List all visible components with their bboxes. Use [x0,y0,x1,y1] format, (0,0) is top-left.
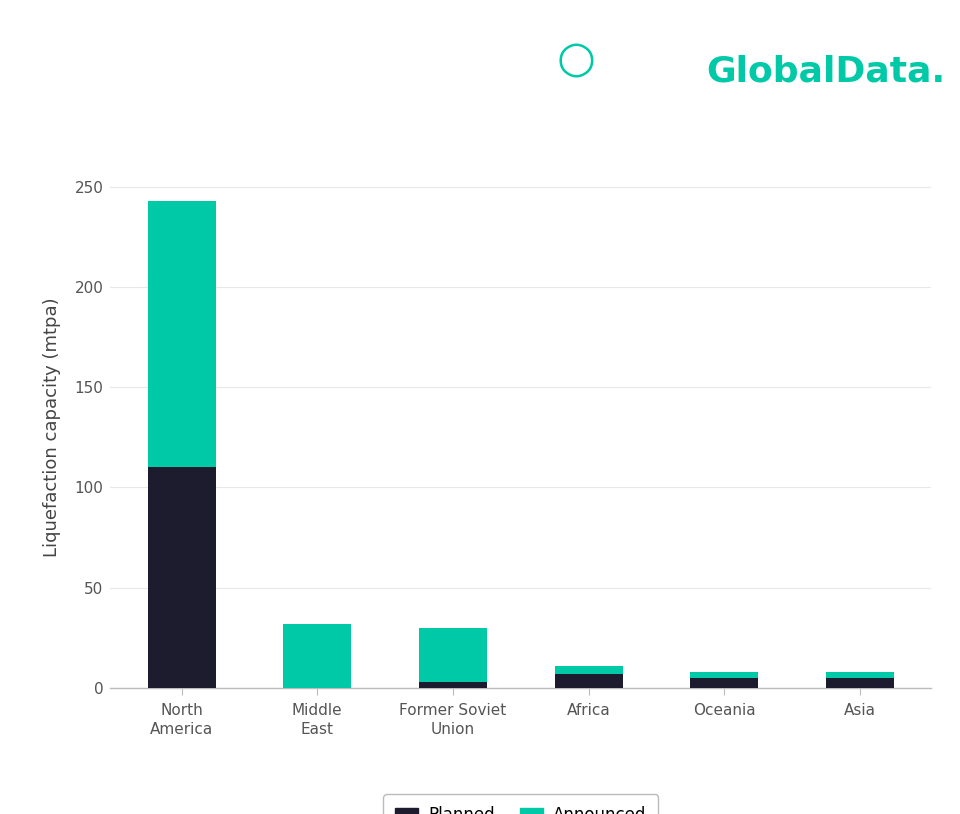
Bar [148,467,216,688]
Text: Source: GlobalData, Oil & Gas Intelligence Center: Source: GlobalData, Oil & Gas Intelligen… [24,770,568,789]
Bar [826,672,894,678]
Bar [555,666,622,674]
Bar [148,201,216,467]
Bar [555,674,622,688]
Bar [690,678,758,688]
Y-axis label: Liquefaction capacity (mtpa): Liquefaction capacity (mtpa) [42,298,60,557]
Bar [420,628,487,682]
Bar [826,678,894,688]
Text: ○: ○ [557,39,595,82]
Text: GlobalData.: GlobalData. [707,55,946,89]
Legend: Planned, Announced: Planned, Announced [383,794,659,814]
Bar [283,624,351,688]
Bar [690,672,758,678]
Text: Planned and Announced Global
LNG Liquefaction Capacity
Growth (mtpa), 2019–2023: Planned and Announced Global LNG Liquefa… [29,29,444,116]
Bar [420,682,487,688]
